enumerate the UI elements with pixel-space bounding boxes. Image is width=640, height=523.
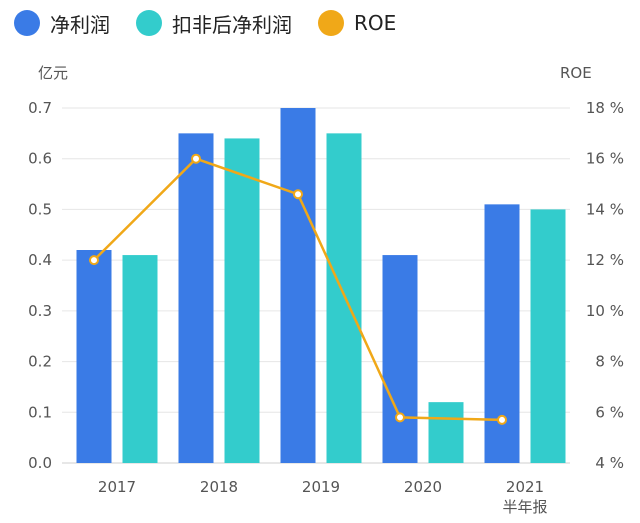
roe-line-series [89, 153, 507, 425]
roe-point [191, 153, 201, 164]
left-axis-tick-label: 0.2 [28, 353, 52, 371]
legend-label-roe: ROE [354, 11, 397, 35]
roe-point [293, 189, 303, 200]
legend-label-deducted-net-profit: 扣非后净利润 [172, 12, 292, 37]
bar-deducted-net-profit [530, 209, 566, 463]
left-axis-tick-label: 0.5 [28, 200, 52, 218]
right-axis-ticks: 4 % 6 % 8 % 10 % 12 % 14 % 16 % 18 % [586, 99, 624, 472]
left-axis-tick-label: 0.4 [28, 251, 52, 269]
bar-deducted-net-profit [224, 138, 260, 463]
bar-net-profit [76, 250, 112, 463]
legend-item-net-profit[interactable]: 净利润 [14, 9, 110, 38]
left-axis-ticks: 0.0 0.1 0.2 0.3 0.4 0.5 0.6 0.7 [28, 99, 52, 472]
legend-marker-net-profit [14, 10, 40, 36]
left-axis-tick-label: 0.1 [28, 403, 52, 421]
left-axis-tick-label: 0.3 [28, 302, 52, 320]
right-axis-unit: ROE [560, 64, 592, 82]
left-axis-unit: 亿元 [38, 64, 68, 82]
right-axis-tick-label: 18 % [586, 99, 624, 117]
bar-deducted-net-profit [122, 255, 158, 463]
x-axis-tick-label: 2018 [200, 478, 238, 496]
left-axis-tick-label: 0.7 [28, 99, 52, 117]
x-axis-tick-label: 2021 [506, 478, 544, 496]
roe-point [89, 255, 99, 266]
bar-net-profit [178, 133, 214, 463]
left-axis-tick-label: 0.6 [28, 150, 52, 168]
roe-point [395, 412, 405, 423]
left-axis-tick-label: 0.0 [28, 454, 52, 472]
right-axis-tick-label: 4 % [595, 454, 624, 472]
legend-item-roe[interactable]: ROE [318, 10, 396, 36]
right-axis-tick-label: 8 % [595, 353, 624, 371]
legend-item-deducted-net-profit[interactable]: 扣非后净利润 [136, 9, 292, 38]
bar-net-profit [382, 255, 418, 463]
bar-deducted-net-profit [326, 133, 362, 463]
x-axis-tick-label: 2017 [98, 478, 136, 496]
roe-point [497, 414, 507, 425]
bar-series [76, 108, 566, 463]
bar-net-profit [280, 108, 316, 463]
x-axis-tick-sublabel: 半年报 [502, 498, 547, 516]
right-axis-tick-label: 16 % [586, 150, 624, 168]
bar-deducted-net-profit [428, 402, 464, 463]
x-axis-ticks: 2017 2018 2019 2020 2021 半年报 [98, 478, 548, 516]
right-axis-tick-label: 12 % [586, 251, 624, 269]
right-axis-tick-label: 14 % [586, 200, 624, 218]
legend-marker-roe [318, 10, 344, 36]
chart-legend: 净利润 扣非后净利润 ROE [14, 8, 422, 38]
right-axis-tick-label: 10 % [586, 302, 624, 320]
x-axis-tick-label: 2020 [404, 478, 442, 496]
legend-label-net-profit: 净利润 [50, 12, 110, 37]
legend-marker-deducted-net-profit [136, 10, 162, 36]
right-axis-tick-label: 6 % [595, 403, 624, 421]
x-axis-tick-label: 2019 [302, 478, 340, 496]
